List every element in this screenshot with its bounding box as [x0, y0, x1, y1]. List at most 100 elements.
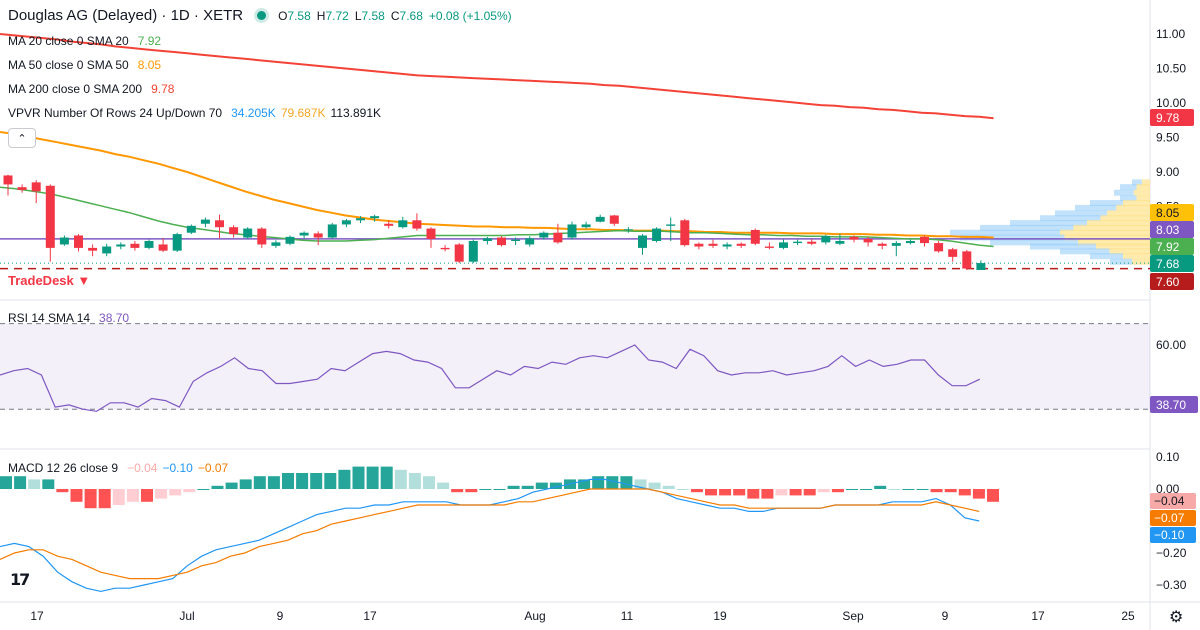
- macd-line-value: −0.10: [162, 461, 193, 475]
- candle-body: [468, 241, 478, 262]
- candle-body: [440, 247, 450, 250]
- legend-macd[interactable]: MACD 12 26 close 9 −0.04 −0.10 −0.07: [8, 461, 228, 475]
- price-badge: [1150, 238, 1194, 255]
- macd-hist-bar: [42, 479, 55, 489]
- vpvr-up-value: 34.205K: [231, 106, 276, 120]
- macd-signal-line: [0, 488, 980, 580]
- macd-hist-bar: [803, 489, 816, 496]
- rsi-line: [0, 344, 981, 412]
- open-value: 7.58: [287, 8, 311, 23]
- candle-body: [3, 175, 13, 185]
- collapse-legend-button[interactable]: ⌃: [8, 128, 36, 148]
- candle-body: [609, 215, 619, 224]
- candle-body: [567, 224, 577, 238]
- macd-badge: [1150, 527, 1196, 543]
- candle-body: [299, 232, 309, 236]
- price-badge: [1150, 255, 1194, 272]
- candle-body: [581, 224, 591, 228]
- ma20-line: [0, 186, 994, 248]
- macd-hist-bar: [380, 466, 393, 489]
- macd-hist-bar: [197, 489, 210, 490]
- legend-ma20[interactable]: MA 20 close 0 SMA 20 7.92: [8, 34, 161, 48]
- macd-hist-bar: [267, 476, 280, 489]
- macd-hist-bar: [465, 489, 478, 493]
- vpvr-down-bar: [1136, 195, 1150, 202]
- vpvr-up-bar: [1030, 243, 1096, 250]
- candle-body: [31, 182, 41, 192]
- candle-body: [285, 236, 295, 244]
- macd-hist-bar: [366, 466, 379, 489]
- macd-badge: [1150, 493, 1196, 509]
- price-tick-label: 11.00: [1156, 27, 1185, 41]
- gear-icon[interactable]: ⚙: [1169, 607, 1184, 626]
- vpvr-down-bar: [1096, 243, 1150, 250]
- macd-hist-bar: [324, 473, 337, 489]
- candle-body: [863, 238, 873, 243]
- macd-hist-bar: [112, 489, 125, 505]
- macd-hist-bar: [902, 489, 915, 490]
- vpvr-up-bar: [1090, 200, 1123, 207]
- macd-hist-bar: [282, 473, 294, 489]
- legend-ma200[interactable]: MA 200 close 0 SMA 200 9.78: [8, 82, 174, 96]
- candle-body: [186, 225, 196, 233]
- candle-body: [736, 243, 746, 246]
- symbol-title[interactable]: Douglas AG (Delayed) · 1D · XETR: [8, 7, 244, 24]
- candle-body: [172, 234, 182, 251]
- candle-body: [398, 220, 408, 228]
- candle-body: [948, 249, 958, 257]
- vpvr-down-bar: [1133, 189, 1150, 196]
- rsi-band: [0, 323, 1150, 410]
- price-badge-label: 8.05: [1156, 206, 1180, 220]
- candle-body: [835, 241, 845, 244]
- vpvr-up-bar: [990, 239, 1078, 246]
- macd-hist-value: −0.04: [127, 461, 158, 475]
- rsi-badge: [1150, 396, 1198, 413]
- price-badge: [1150, 273, 1194, 290]
- vpvr-label: VPVR Number Of Rows 24 Up/Down 70: [8, 106, 223, 120]
- time-tick-label: Sep: [842, 609, 864, 623]
- macd-label: MACD 12 26 close 9: [8, 461, 119, 475]
- time-tick-label: 9: [942, 609, 949, 623]
- macd-hist-bar: [789, 489, 802, 496]
- vpvr-down-bar: [1107, 210, 1150, 217]
- macd-badge-label: −0.04: [1154, 494, 1185, 508]
- macd-hist-bar: [930, 489, 943, 493]
- candle-body: [905, 241, 915, 244]
- candle-body: [539, 232, 549, 238]
- macd-hist-bar: [253, 476, 266, 489]
- vpvr-down-bar: [1116, 204, 1150, 211]
- macd-hist-bar: [831, 489, 844, 493]
- vpvr-down-bar: [1123, 253, 1150, 260]
- macd-hist-bar: [408, 473, 421, 489]
- vpvr-down-value: 79.687K: [280, 106, 326, 120]
- macd-hist-bar: [155, 489, 168, 499]
- price-badge-label: 7.92: [1156, 240, 1180, 254]
- legend-vpvr[interactable]: VPVR Number Of Rows 24 Up/Down 70 34.205…: [8, 106, 381, 120]
- macd-hist-bar: [521, 485, 534, 489]
- macd-hist-bar: [479, 489, 492, 490]
- tradingview-logo-icon[interactable]: 17: [10, 570, 30, 589]
- price-tick-label: 9.00: [1156, 165, 1180, 179]
- legend-rsi[interactable]: RSI 14 SMA 14 38.70: [8, 311, 129, 325]
- vpvr-down-bar: [1100, 215, 1150, 222]
- candle-body: [877, 243, 887, 246]
- vpvr-down-bar: [1136, 184, 1150, 191]
- candle-body: [680, 220, 690, 246]
- macd-hist-bar: [648, 482, 661, 489]
- ma50-line: [0, 131, 994, 239]
- macd-hist-bar: [28, 479, 41, 489]
- price-badge-label: 8.03: [1156, 223, 1180, 237]
- macd-hist-bar: [972, 489, 985, 499]
- ma200-value: 9.78: [151, 82, 175, 96]
- macd-hist-bar: [705, 489, 717, 496]
- candle-body: [708, 243, 718, 246]
- macd-hist-bar: [747, 489, 760, 499]
- vpvr-down-bar: [1141, 179, 1150, 186]
- candle-body: [750, 229, 760, 244]
- macd-hist-bar: [676, 489, 689, 490]
- legend-ma50[interactable]: MA 50 close 0 SMA 50 8.05: [8, 58, 161, 72]
- candle-body: [215, 220, 224, 228]
- candle-body: [88, 247, 98, 251]
- tradedesk-button[interactable]: TradeDesk ▼: [8, 273, 91, 288]
